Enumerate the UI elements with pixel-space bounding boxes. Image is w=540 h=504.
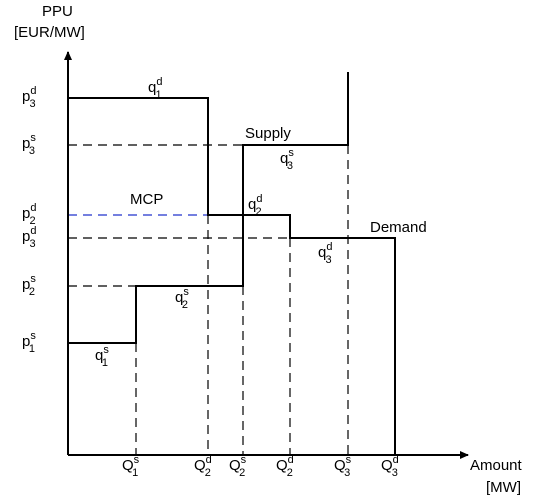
x-tick-label-sub: 2: [239, 467, 245, 479]
y-tick-label: ps 3: [22, 132, 36, 157]
x-tick-label-sup: s: [241, 454, 247, 466]
x-tick-label: Qs 1: [122, 454, 140, 479]
y-tick-label-sup: d: [30, 85, 36, 97]
step-label-base: q: [148, 79, 156, 96]
step-label: qd 3: [318, 241, 332, 266]
step-label: qs 1: [95, 344, 109, 369]
y-tick-label: pd 3: [22, 225, 36, 250]
y-tick-label-sub: 1: [29, 343, 35, 355]
x-tick-label-base: Q: [229, 457, 241, 474]
step-label-sub: 1: [155, 89, 161, 101]
y-tick-label: pd 3: [22, 85, 36, 110]
x-tick-label-sub: 1: [132, 467, 138, 479]
x-tick-label-base: Q: [381, 457, 393, 474]
supply-curve: [68, 72, 349, 344]
y-axis-label: [EUR/MW]: [14, 24, 85, 41]
x-tick-label-sup: s: [134, 454, 140, 466]
y-tick-label-sup: s: [30, 132, 36, 144]
step-label-sub: 2: [182, 299, 188, 311]
supply-label: Supply: [245, 125, 291, 142]
y-tick-label-sub: 3: [29, 145, 35, 157]
x-axis-label: [MW]: [486, 479, 521, 496]
step-label-base: q: [95, 347, 103, 364]
y-tick-label-base: p: [22, 205, 30, 222]
step-label-sup: s: [288, 147, 294, 159]
x-tick-label-sup: d: [206, 454, 212, 466]
y-tick-label-base: p: [22, 135, 30, 152]
x-tick-label-sub: 3: [392, 467, 398, 479]
y-tick-label-base: p: [22, 228, 30, 245]
y-tick-label: ps 1: [22, 330, 36, 355]
y-tick-label-sub: 2: [29, 286, 35, 298]
x-tick-label-sup: s: [346, 454, 352, 466]
step-label-sup: d: [156, 76, 162, 88]
y-axis-label: PPU: [42, 3, 73, 20]
x-tick-label: Qd 2: [276, 454, 294, 479]
y-tick-label-sub: 3: [29, 98, 35, 110]
x-tick-label-sup: d: [288, 454, 294, 466]
x-tick-label: Qs 3: [334, 454, 352, 479]
y-tick-label-sub: 2: [29, 215, 35, 227]
x-tick-label-base: Q: [334, 457, 346, 474]
step-label-base: q: [248, 196, 256, 213]
x-tick-label-sub: 3: [344, 467, 350, 479]
step-label-sub: 3: [287, 160, 293, 172]
mcp-label: MCP: [130, 191, 163, 208]
x-axis-label: Amount: [470, 457, 523, 474]
demand-curve: [68, 97, 396, 455]
step-label-sup: d: [256, 193, 262, 205]
y-tick-label-base: p: [22, 333, 30, 350]
step-label: qs 3: [280, 147, 294, 172]
step-label-sub: 2: [255, 206, 261, 218]
x-tick-label-base: Q: [122, 457, 134, 474]
step-label-sup: s: [103, 344, 109, 356]
step-label-base: q: [175, 289, 183, 306]
y-tick-label: pd 2: [22, 202, 36, 227]
step-label-sub: 3: [325, 254, 331, 266]
x-tick-label-base: Q: [194, 457, 206, 474]
step-label-base: q: [318, 244, 326, 261]
y-tick-label-sup: s: [30, 273, 36, 285]
x-tick-label: Qd 2: [194, 454, 212, 479]
y-tick-label-sup: s: [30, 330, 36, 342]
x-tick-label-sup: d: [393, 454, 399, 466]
demand-label: Demand: [370, 219, 427, 236]
y-tick-label: ps 2: [22, 273, 36, 298]
y-tick-label-base: p: [22, 88, 30, 105]
x-tick-label-sub: 2: [205, 467, 211, 479]
step-label-base: q: [280, 150, 288, 167]
guide-lines: [68, 144, 349, 455]
y-tick-label-base: p: [22, 276, 30, 293]
x-tick-label-sub: 2: [287, 467, 293, 479]
x-tick-label-base: Q: [276, 457, 288, 474]
step-label-sup: s: [183, 286, 189, 298]
y-tick-label-sup: d: [30, 225, 36, 237]
step-label: qd 1: [148, 76, 162, 101]
x-tick-label: Qs 2: [229, 454, 247, 479]
step-label-sup: d: [326, 241, 332, 253]
step-label: qs 2: [175, 286, 189, 311]
x-tick-label: Qd 3: [381, 454, 399, 479]
y-tick-label-sup: d: [30, 202, 36, 214]
step-label-sub: 1: [102, 357, 108, 369]
step-label: qd 2: [248, 193, 262, 218]
y-tick-label-sub: 3: [29, 238, 35, 250]
